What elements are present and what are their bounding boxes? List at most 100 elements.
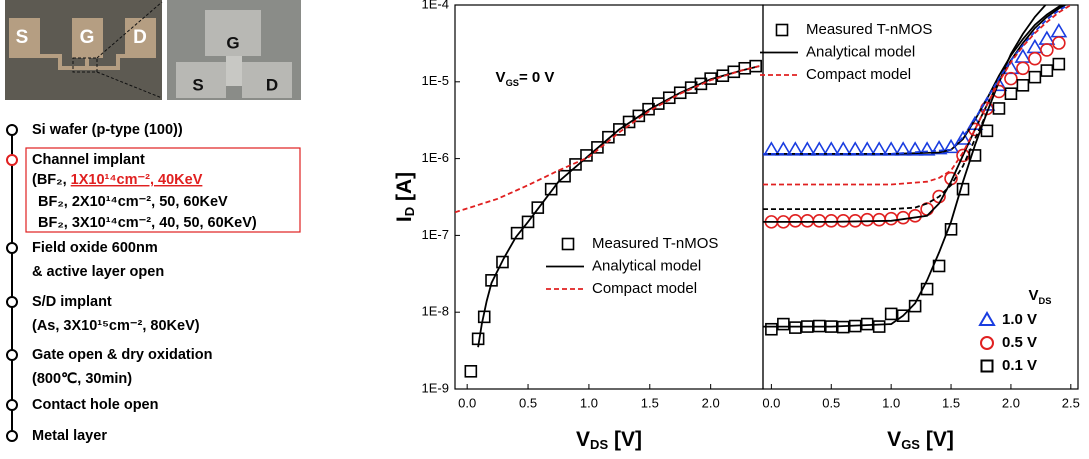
marker-square <box>510 226 524 240</box>
marker-square <box>558 169 571 183</box>
step-text: (BF₂, 1X10¹⁴cm⁻², 40KeV <box>32 172 203 188</box>
x-axis-title: VDS [V] <box>576 428 642 453</box>
marker-square <box>464 365 478 378</box>
x-tick-label: 0.5 <box>822 395 840 410</box>
marker-square <box>872 320 886 333</box>
marker-circle <box>1040 43 1054 57</box>
step-node <box>6 430 18 442</box>
plot-area <box>763 5 1072 336</box>
step-text: (BF₂, <box>32 172 71 188</box>
step-node <box>6 154 18 166</box>
marker-square <box>632 109 646 123</box>
x-tick-label: 1.5 <box>942 395 960 410</box>
marker-triangle <box>1050 23 1068 38</box>
x-axis-title: GS <box>901 437 920 452</box>
marker-triangle <box>774 141 792 156</box>
step-text: BF₂, 2X10¹⁴cm⁻², 50, 60KeV <box>38 194 228 210</box>
marker-square <box>544 182 558 196</box>
step-node <box>6 399 18 411</box>
marker-square <box>980 124 994 138</box>
annotation: VGS= 0 V <box>496 69 555 88</box>
marker-triangle <box>978 311 996 326</box>
legend-label: Analytical model <box>806 43 915 60</box>
micrograph-right <box>167 0 301 100</box>
marker-square <box>775 23 789 37</box>
y-tick-label: 1E-7 <box>422 227 449 242</box>
marker-triangle <box>894 141 912 156</box>
marker-triangle <box>786 141 804 156</box>
marker-square <box>521 215 535 229</box>
marker-square <box>980 359 994 373</box>
marker-triangle <box>906 141 924 156</box>
pad-label: S <box>16 27 29 48</box>
legend-label: 1.0 V <box>1002 311 1037 328</box>
step-text: & active layer open <box>32 264 164 280</box>
marker-circle <box>1004 71 1018 86</box>
plot-frame <box>762 4 1079 390</box>
y-tick-label: 1E-4 <box>422 0 449 11</box>
pad-label: G <box>226 33 239 52</box>
marker-square <box>1028 70 1042 84</box>
marker-square <box>777 317 790 331</box>
marker-square <box>749 59 762 73</box>
marker-circle <box>800 213 815 228</box>
x-axis-title: DS <box>590 437 608 452</box>
marker-square <box>613 123 626 136</box>
x-tick-label: 0.0 <box>458 395 476 410</box>
step-text: BF₂, 3X10¹⁴cm⁻², 40, 50, 60KeV) <box>38 215 257 231</box>
marker-triangle <box>954 130 972 145</box>
marker-triangle <box>930 140 948 155</box>
legend-label: 0.1 V <box>1002 357 1037 374</box>
marker-circle <box>788 213 803 228</box>
legend-label: Compact model <box>592 280 697 297</box>
marker-square <box>591 141 604 154</box>
legend-label: Analytical model <box>592 257 701 274</box>
step-text: Field oxide 600nm <box>32 240 158 256</box>
x-axis-title: V <box>887 428 901 451</box>
marker-square <box>1052 57 1066 71</box>
marker-triangle <box>882 141 900 156</box>
x-tick-label: 2.0 <box>1002 395 1020 410</box>
marker-circle <box>824 213 839 228</box>
marker-triangle <box>1026 38 1044 54</box>
marker-circle <box>872 212 886 227</box>
x-tick-label: 0.5 <box>519 395 537 410</box>
marker-circle <box>1052 36 1066 50</box>
x-tick-label: 1.0 <box>580 395 598 410</box>
highlight-text: 1X10¹⁴cm⁻², 40KeV <box>71 172 203 188</box>
marker-square <box>531 201 545 214</box>
step-text: Contact hole open <box>32 397 158 413</box>
x-tick-label: 2.5 <box>1062 395 1080 410</box>
step-node <box>6 296 18 308</box>
step-node <box>6 242 18 254</box>
y-axis-title: ID [A] <box>393 172 418 222</box>
legend-label: Compact model <box>806 66 911 83</box>
marker-triangle <box>870 141 888 156</box>
marker-triangle <box>798 141 816 156</box>
micrograph-left <box>5 0 163 100</box>
marker-square <box>908 299 922 313</box>
x-tick-label: 1.0 <box>882 395 900 410</box>
legend-title: V <box>1029 287 1039 304</box>
legend-title: VDS <box>1029 287 1052 306</box>
marker-triangle <box>810 141 828 156</box>
x-tick-label: 1.5 <box>641 395 659 410</box>
marker-square <box>789 321 802 334</box>
marker-square <box>561 237 575 251</box>
marker-square <box>1016 79 1030 92</box>
step-text: Si wafer (p-type (100)) <box>32 122 183 138</box>
y-tick-label: 1E-9 <box>422 380 449 395</box>
step-text: (As, 3X10¹⁵cm⁻², 80KeV) <box>32 318 200 334</box>
marker-triangle <box>834 141 852 156</box>
marker-circle <box>1016 61 1030 76</box>
marker-triangle <box>858 141 876 156</box>
marker-square <box>704 72 717 85</box>
model-line <box>763 112 988 210</box>
model-line <box>455 65 760 214</box>
x-tick-label: 2.0 <box>702 395 720 410</box>
marker-circle <box>908 208 922 223</box>
step-text: S/D implant <box>32 294 112 310</box>
step-text: Metal layer <box>32 428 107 444</box>
y-axis-title: [A] <box>393 172 416 207</box>
